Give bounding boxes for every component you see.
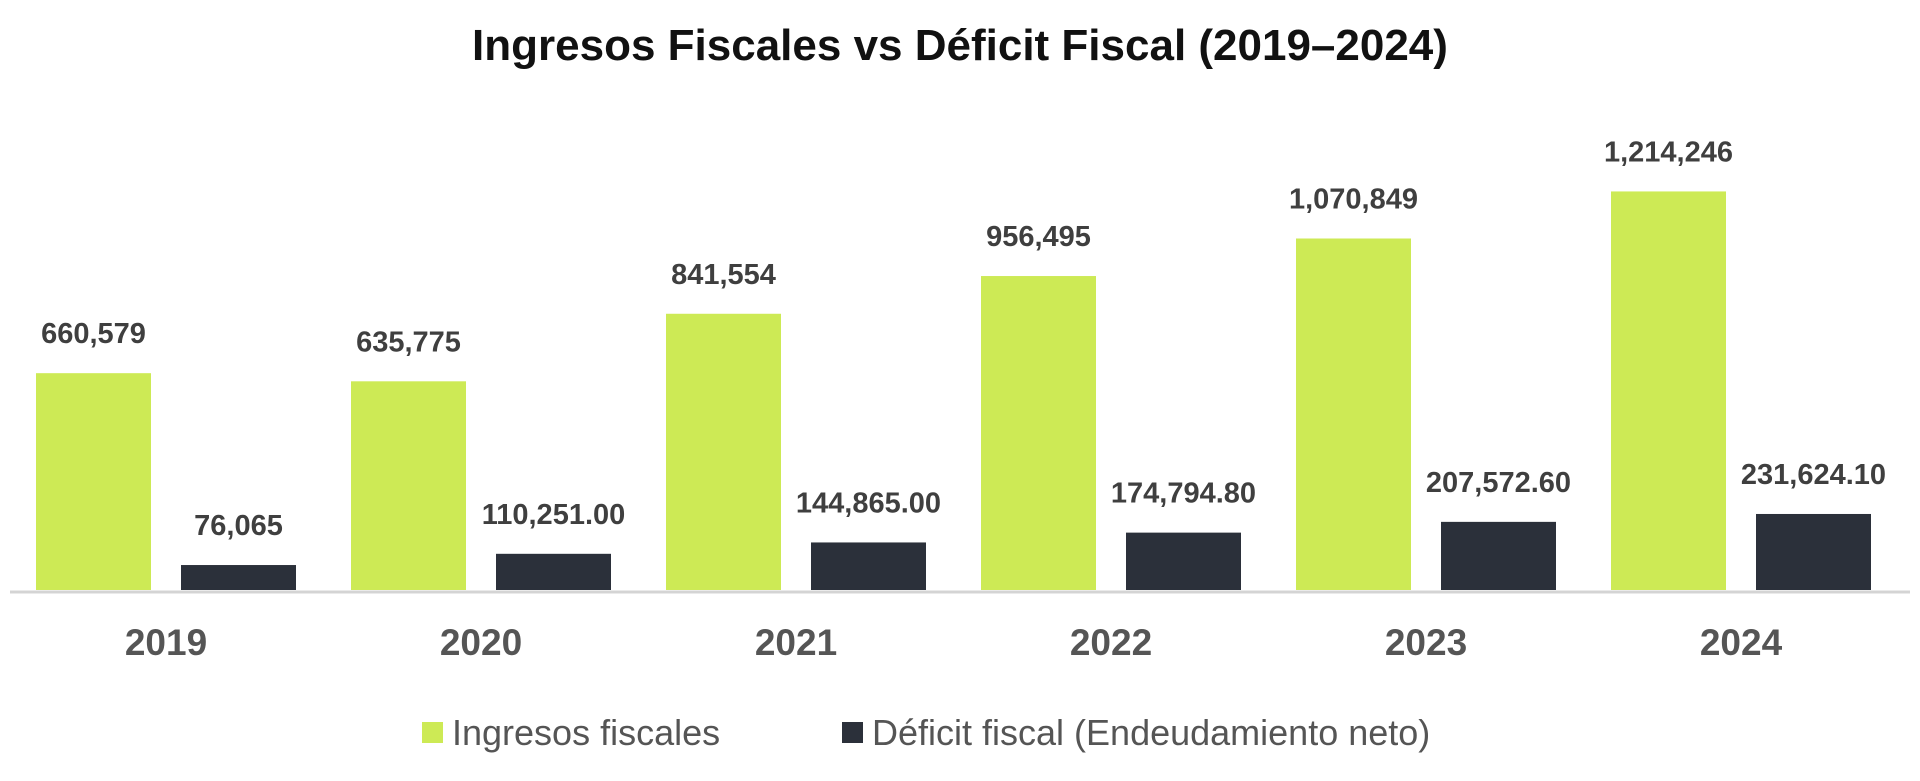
legend-label-ingresos: Ingresos fiscales — [452, 712, 720, 753]
x-tick-labels: 2019 2020 2021 2022 2023 2024 — [125, 622, 1783, 663]
data-label-ingresos-2021: 841,554 — [671, 259, 776, 291]
data-label-ingresos-2023: 1,070,849 — [1289, 184, 1418, 216]
legend-swatch-deficit — [842, 722, 863, 743]
data-label-deficit-2024: 231,624.10 — [1741, 459, 1886, 491]
data-label-deficit-2019: 76,065 — [194, 510, 283, 542]
bar-ingresos-2019 — [36, 373, 151, 590]
chart-title: Ingresos Fiscales vs Déficit Fiscal (201… — [472, 21, 1448, 70]
data-label-ingresos-2024: 1,214,246 — [1604, 136, 1733, 168]
data-label-ingresos-2022: 956,495 — [986, 221, 1091, 253]
legend: Ingresos fiscales Déficit fiscal (Endeud… — [422, 712, 1430, 753]
x-tick-label-2021: 2021 — [755, 622, 837, 663]
data-labels-layer: 660,579 76,065 635,775 110,251.00 841,554 144… — [41, 136, 1886, 542]
bar-ingresos-2023 — [1296, 238, 1411, 590]
data-label-deficit-2023: 207,572.60 — [1426, 467, 1571, 499]
bar-ingresos-2020 — [351, 381, 466, 590]
bar-deficit-2024 — [1756, 513, 1871, 590]
bar-deficit-2023 — [1441, 521, 1556, 590]
x-tick-label-2023: 2023 — [1385, 622, 1467, 663]
x-tick-label-2024: 2024 — [1700, 622, 1783, 663]
legend-item-deficit: Déficit fiscal (Endeudamiento neto) — [842, 712, 1430, 753]
data-label-deficit-2022: 174,794.80 — [1111, 478, 1256, 510]
bar-deficit-2022 — [1126, 532, 1241, 590]
legend-label-deficit: Déficit fiscal (Endeudamiento neto) — [872, 712, 1430, 753]
bars-layer — [36, 191, 1871, 590]
legend-swatch-ingresos — [422, 722, 443, 743]
legend-item-ingresos: Ingresos fiscales — [422, 712, 720, 753]
bar-ingresos-2024 — [1611, 191, 1726, 590]
bar-deficit-2019 — [181, 565, 296, 590]
bar-ingresos-2022 — [981, 276, 1096, 590]
bar-deficit-2021 — [811, 542, 926, 590]
x-tick-label-2019: 2019 — [125, 622, 207, 663]
data-label-deficit-2021: 144,865.00 — [796, 487, 941, 519]
data-label-deficit-2020: 110,251.00 — [482, 499, 626, 531]
data-label-ingresos-2020: 635,775 — [356, 326, 461, 358]
bar-deficit-2020 — [496, 553, 611, 590]
data-label-ingresos-2019: 660,579 — [41, 318, 146, 350]
bar-ingresos-2021 — [666, 313, 781, 590]
x-tick-label-2020: 2020 — [440, 622, 522, 663]
x-tick-label-2022: 2022 — [1070, 622, 1152, 663]
